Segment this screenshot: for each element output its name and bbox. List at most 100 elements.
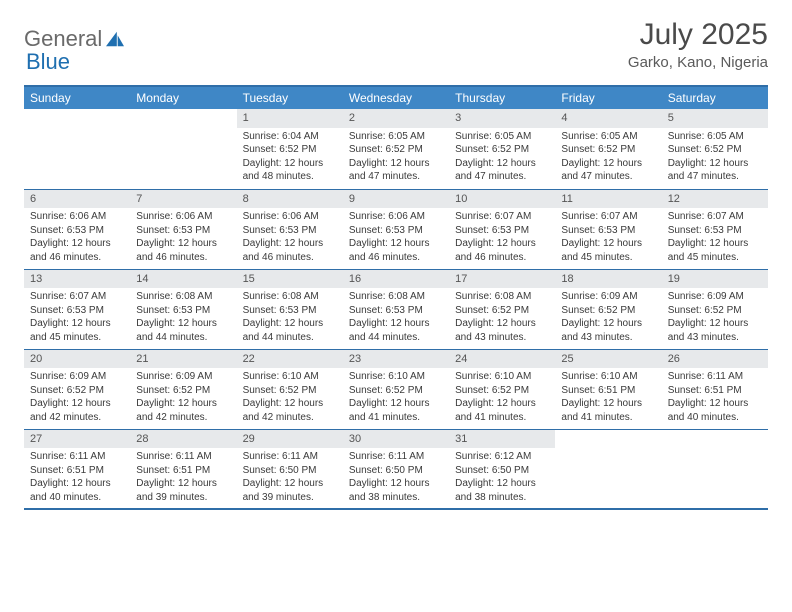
sunset-line: Sunset: 6:53 PM [136, 304, 230, 318]
sunset-line: Sunset: 6:53 PM [30, 304, 124, 318]
sunrise-line: Sunrise: 6:06 AM [243, 210, 337, 224]
calendar-cell: 26Sunrise: 6:11 AMSunset: 6:51 PMDayligh… [662, 349, 768, 429]
sunrise-line: Sunrise: 6:06 AM [136, 210, 230, 224]
day-number: 27 [24, 430, 130, 449]
day-body: Sunrise: 6:08 AMSunset: 6:53 PMDaylight:… [130, 288, 236, 348]
sunset-line: Sunset: 6:53 PM [349, 304, 443, 318]
calendar-cell: 29Sunrise: 6:11 AMSunset: 6:50 PMDayligh… [237, 429, 343, 509]
sunset-line: Sunset: 6:52 PM [349, 143, 443, 157]
day-number: 12 [662, 190, 768, 209]
calendar-cell: 8Sunrise: 6:06 AMSunset: 6:53 PMDaylight… [237, 189, 343, 269]
sunset-line: Sunset: 6:52 PM [455, 384, 549, 398]
sunrise-line: Sunrise: 6:06 AM [349, 210, 443, 224]
sunset-line: Sunset: 6:53 PM [243, 224, 337, 238]
sunset-line: Sunset: 6:52 PM [349, 384, 443, 398]
daylight-line: Daylight: 12 hours and 44 minutes. [136, 317, 230, 344]
day-number: 8 [237, 190, 343, 209]
day-body: Sunrise: 6:06 AMSunset: 6:53 PMDaylight:… [130, 208, 236, 268]
weekday-header: Wednesday [343, 86, 449, 109]
day-body: Sunrise: 6:11 AMSunset: 6:51 PMDaylight:… [24, 448, 130, 508]
sunrise-line: Sunrise: 6:05 AM [455, 130, 549, 144]
day-number: 16 [343, 270, 449, 289]
daylight-line: Daylight: 12 hours and 43 minutes. [668, 317, 762, 344]
calendar-cell: xx [662, 429, 768, 509]
calendar-cell: 3Sunrise: 6:05 AMSunset: 6:52 PMDaylight… [449, 109, 555, 189]
daylight-line: Daylight: 12 hours and 46 minutes. [136, 237, 230, 264]
sunset-line: Sunset: 6:51 PM [30, 464, 124, 478]
calendar-table: SundayMondayTuesdayWednesdayThursdayFrid… [24, 85, 768, 510]
sunrise-line: Sunrise: 6:11 AM [349, 450, 443, 464]
sunset-line: Sunset: 6:51 PM [668, 384, 762, 398]
daylight-line: Daylight: 12 hours and 47 minutes. [349, 157, 443, 184]
calendar-cell: 16Sunrise: 6:08 AMSunset: 6:53 PMDayligh… [343, 269, 449, 349]
daylight-line: Daylight: 12 hours and 44 minutes. [243, 317, 337, 344]
calendar-cell: xx [130, 109, 236, 189]
day-number: 5 [662, 109, 768, 128]
location: Garko, Kano, Nigeria [628, 54, 768, 71]
day-number: 21 [130, 350, 236, 369]
weekday-header: Friday [555, 86, 661, 109]
sunrise-line: Sunrise: 6:09 AM [561, 290, 655, 304]
sunrise-line: Sunrise: 6:08 AM [455, 290, 549, 304]
day-number: 22 [237, 350, 343, 369]
daylight-line: Daylight: 12 hours and 45 minutes. [30, 317, 124, 344]
sunrise-line: Sunrise: 6:08 AM [243, 290, 337, 304]
daylight-line: Daylight: 12 hours and 42 minutes. [243, 397, 337, 424]
calendar-cell: 31Sunrise: 6:12 AMSunset: 6:50 PMDayligh… [449, 429, 555, 509]
calendar-cell: 20Sunrise: 6:09 AMSunset: 6:52 PMDayligh… [24, 349, 130, 429]
daylight-line: Daylight: 12 hours and 39 minutes. [136, 477, 230, 504]
daylight-line: Daylight: 12 hours and 42 minutes. [136, 397, 230, 424]
day-number: 24 [449, 350, 555, 369]
sunset-line: Sunset: 6:53 PM [243, 304, 337, 318]
sunrise-line: Sunrise: 6:10 AM [561, 370, 655, 384]
sunrise-line: Sunrise: 6:05 AM [561, 130, 655, 144]
calendar-cell: 19Sunrise: 6:09 AMSunset: 6:52 PMDayligh… [662, 269, 768, 349]
day-number: 19 [662, 270, 768, 289]
daylight-line: Daylight: 12 hours and 46 minutes. [30, 237, 124, 264]
daylight-line: Daylight: 12 hours and 47 minutes. [455, 157, 549, 184]
day-body: Sunrise: 6:04 AMSunset: 6:52 PMDaylight:… [237, 128, 343, 188]
sunrise-line: Sunrise: 6:07 AM [668, 210, 762, 224]
daylight-line: Daylight: 12 hours and 39 minutes. [243, 477, 337, 504]
sunset-line: Sunset: 6:53 PM [349, 224, 443, 238]
sunset-line: Sunset: 6:51 PM [136, 464, 230, 478]
sunset-line: Sunset: 6:53 PM [136, 224, 230, 238]
sunset-line: Sunset: 6:52 PM [30, 384, 124, 398]
sunrise-line: Sunrise: 6:11 AM [243, 450, 337, 464]
day-number: 28 [130, 430, 236, 449]
sunset-line: Sunset: 6:52 PM [668, 304, 762, 318]
calendar-cell: 6Sunrise: 6:06 AMSunset: 6:53 PMDaylight… [24, 189, 130, 269]
day-body: Sunrise: 6:08 AMSunset: 6:53 PMDaylight:… [343, 288, 449, 348]
day-body: Sunrise: 6:11 AMSunset: 6:51 PMDaylight:… [662, 368, 768, 428]
day-body: Sunrise: 6:12 AMSunset: 6:50 PMDaylight:… [449, 448, 555, 508]
sunset-line: Sunset: 6:52 PM [136, 384, 230, 398]
day-number: 10 [449, 190, 555, 209]
daylight-line: Daylight: 12 hours and 43 minutes. [455, 317, 549, 344]
calendar-cell: 24Sunrise: 6:10 AMSunset: 6:52 PMDayligh… [449, 349, 555, 429]
daylight-line: Daylight: 12 hours and 41 minutes. [349, 397, 443, 424]
daylight-line: Daylight: 12 hours and 46 minutes. [455, 237, 549, 264]
day-number: 31 [449, 430, 555, 449]
daylight-line: Daylight: 12 hours and 40 minutes. [668, 397, 762, 424]
day-number: 15 [237, 270, 343, 289]
sunset-line: Sunset: 6:52 PM [561, 304, 655, 318]
day-body: Sunrise: 6:09 AMSunset: 6:52 PMDaylight:… [130, 368, 236, 428]
daylight-line: Daylight: 12 hours and 46 minutes. [243, 237, 337, 264]
daylight-line: Daylight: 12 hours and 42 minutes. [30, 397, 124, 424]
daylight-line: Daylight: 12 hours and 38 minutes. [349, 477, 443, 504]
day-body: Sunrise: 6:09 AMSunset: 6:52 PMDaylight:… [24, 368, 130, 428]
day-number: 6 [24, 190, 130, 209]
day-body: Sunrise: 6:07 AMSunset: 6:53 PMDaylight:… [24, 288, 130, 348]
daylight-line: Daylight: 12 hours and 38 minutes. [455, 477, 549, 504]
day-body: Sunrise: 6:09 AMSunset: 6:52 PMDaylight:… [555, 288, 661, 348]
day-body: Sunrise: 6:07 AMSunset: 6:53 PMDaylight:… [449, 208, 555, 268]
sunrise-line: Sunrise: 6:08 AM [136, 290, 230, 304]
day-body: Sunrise: 6:07 AMSunset: 6:53 PMDaylight:… [662, 208, 768, 268]
sunset-line: Sunset: 6:50 PM [243, 464, 337, 478]
sunset-line: Sunset: 6:52 PM [561, 143, 655, 157]
sail-icon [104, 30, 126, 48]
logo-text-right: Blue [26, 49, 70, 74]
day-body: Sunrise: 6:06 AMSunset: 6:53 PMDaylight:… [24, 208, 130, 268]
month-title: July 2025 [628, 18, 768, 52]
day-number: 17 [449, 270, 555, 289]
